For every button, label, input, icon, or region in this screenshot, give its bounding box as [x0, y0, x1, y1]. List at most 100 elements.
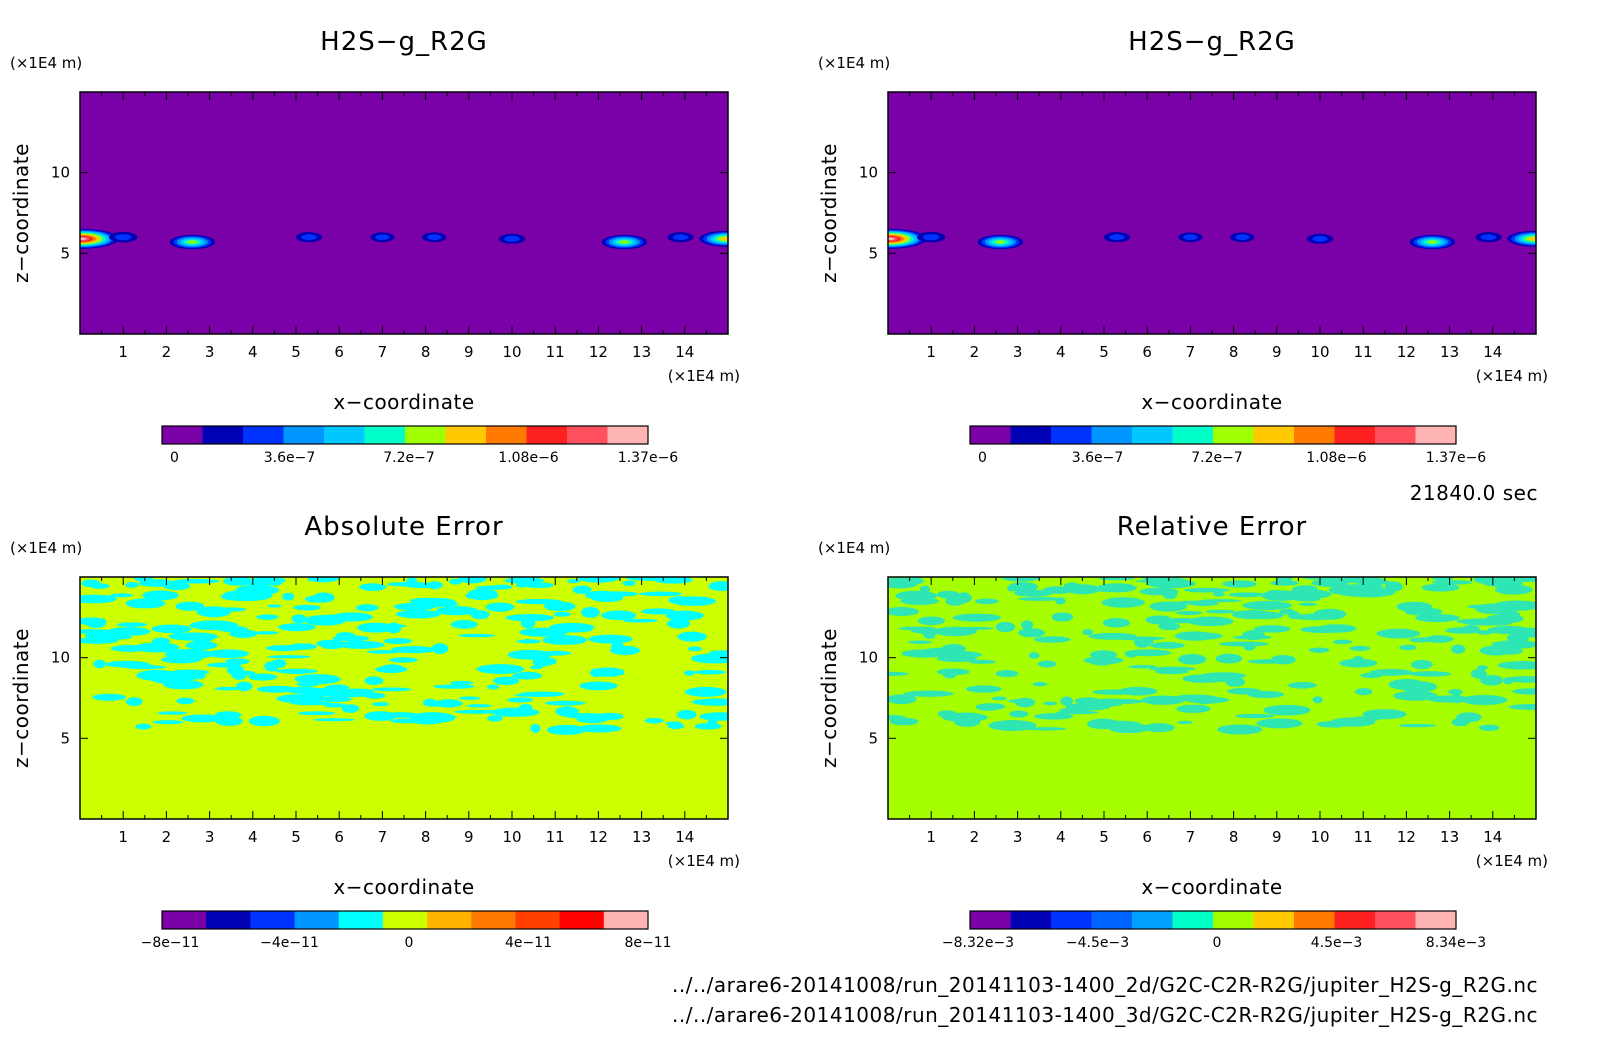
error-patch: [1393, 690, 1438, 701]
colorbar-swatch: [559, 911, 605, 929]
error-patch: [265, 645, 303, 652]
error-patch: [1158, 622, 1181, 631]
error-patch: [366, 650, 400, 654]
error-patch: [988, 720, 1037, 731]
error-patch: [323, 703, 347, 708]
error-patch: [1145, 615, 1173, 625]
x-tick-label: 12: [589, 828, 608, 846]
error-patch: [888, 607, 919, 616]
error-patch: [395, 609, 441, 619]
colorbar-swatch: [1010, 426, 1052, 444]
error-patch: [256, 685, 298, 693]
colorbar-swatch: [427, 911, 472, 929]
x-tick-label: 9: [464, 343, 474, 361]
x-tick-label: 2: [970, 343, 980, 361]
contour-blob: [619, 240, 630, 244]
error-patch: [1000, 577, 1042, 582]
error-patch: [1461, 695, 1508, 706]
error-patch: [316, 639, 339, 648]
error-patch: [228, 670, 256, 676]
colorbar-swatch: [1132, 911, 1173, 929]
contour-blob: [1528, 237, 1536, 241]
error-patch: [1247, 659, 1285, 664]
y-tick-label: 5: [60, 729, 70, 747]
error-patch: [377, 624, 407, 628]
error-patch: [1445, 627, 1481, 634]
error-patch: [942, 668, 958, 679]
error-patch: [466, 704, 492, 708]
error-patch: [889, 717, 919, 726]
error-patch: [1298, 602, 1318, 606]
error-patch: [432, 684, 475, 689]
error-patch: [134, 642, 180, 653]
panel-3: Absolute Error(×1E4 m)1 2 3 4 5 6 7 8 9 10 11 12 13 1…: [9, 512, 740, 951]
y-tick-label: 10: [859, 649, 878, 667]
error-patch: [507, 697, 534, 703]
error-patch: [1505, 676, 1536, 683]
error-patch: [1354, 688, 1373, 696]
error-patch: [476, 664, 525, 674]
x-tick-label: 14: [1483, 828, 1502, 846]
colorbar-swatch: [607, 426, 649, 444]
error-patch: [622, 580, 636, 586]
error-patch: [553, 611, 572, 617]
error-patch: [1032, 682, 1048, 687]
error-patch: [423, 698, 437, 707]
panel-title: Relative Error: [1117, 512, 1308, 542]
x-tick-label: 5: [1099, 343, 1109, 361]
error-patch: [1399, 644, 1417, 651]
colorbar-label: −4e−11: [260, 935, 319, 951]
error-patch: [491, 707, 540, 717]
x-tick-label: 7: [378, 343, 388, 361]
colorbar-label: 1.08e−6: [1306, 450, 1367, 466]
error-patch: [708, 581, 728, 592]
error-patch: [1225, 677, 1246, 687]
file-path-1: ../../arare6-20141008/run_20141103-1400_…: [672, 973, 1538, 997]
colorbar-swatch: [603, 911, 649, 929]
error-patch: [1101, 597, 1146, 608]
x-tick-label: 3: [1013, 343, 1023, 361]
error-patch: [293, 604, 321, 611]
error-patch: [888, 577, 919, 589]
error-patch: [218, 607, 247, 612]
error-patch: [644, 717, 664, 724]
field-background: [888, 92, 1536, 334]
y-unit-label: (×1E4 m): [818, 539, 890, 557]
contour-blob: [375, 234, 390, 241]
colorbar-swatch: [1375, 911, 1416, 929]
error-patch: [171, 669, 210, 675]
error-patch: [576, 724, 622, 733]
error-patch: [1313, 608, 1347, 620]
error-patch: [1448, 689, 1463, 695]
error-patch: [888, 694, 917, 705]
error-patch: [699, 712, 728, 721]
colorbar-swatch: [970, 426, 1011, 444]
error-patch: [1139, 587, 1179, 596]
error-patch: [541, 657, 557, 666]
error-patch: [917, 616, 946, 626]
error-patch: [1451, 693, 1463, 704]
x-unit-label: (×1E4 m): [668, 852, 740, 870]
colorbar-label: 1.37e−6: [618, 450, 679, 466]
error-patch: [248, 673, 278, 681]
x-tick-label: 10: [1310, 343, 1329, 361]
x-tick-label: 9: [1272, 343, 1282, 361]
error-patch: [1215, 653, 1243, 664]
colorbar-swatch: [445, 426, 487, 444]
error-patch: [220, 592, 271, 602]
error-patch: [1102, 618, 1131, 628]
colorbar-swatch: [1253, 911, 1295, 929]
error-patch: [80, 594, 117, 604]
plot-area: [888, 577, 1536, 819]
colorbar-label: 4e−11: [505, 935, 552, 951]
error-patch: [516, 582, 529, 588]
x-axis-label: x−coordinate: [1141, 390, 1282, 414]
error-patch: [151, 624, 192, 634]
error-patch: [691, 698, 728, 706]
colorbar-swatch: [1091, 911, 1133, 929]
error-patch: [355, 604, 379, 612]
y-axis-label: z−coordinate: [817, 143, 841, 283]
error-patch: [665, 721, 682, 725]
error-patch: [1227, 687, 1262, 695]
colorbar-swatch: [162, 426, 203, 444]
